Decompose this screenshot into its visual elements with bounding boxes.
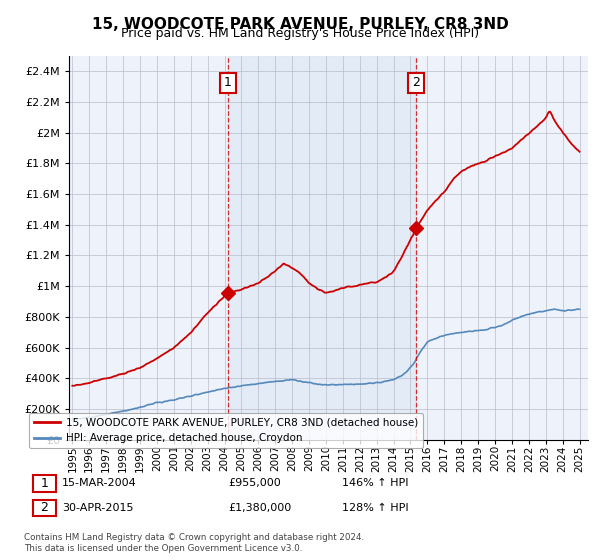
- Text: 15, WOODCOTE PARK AVENUE, PURLEY, CR8 3ND: 15, WOODCOTE PARK AVENUE, PURLEY, CR8 3N…: [92, 17, 508, 32]
- Bar: [228, 56, 416, 440]
- Text: 128% ↑ HPI: 128% ↑ HPI: [342, 503, 409, 513]
- Text: £955,000: £955,000: [228, 478, 281, 488]
- Text: 1: 1: [224, 76, 232, 90]
- Text: 30-APR-2015: 30-APR-2015: [62, 503, 133, 513]
- Text: Contains HM Land Registry data © Crown copyright and database right 2024.
This d: Contains HM Land Registry data © Crown c…: [24, 533, 364, 553]
- Text: 146% ↑ HPI: 146% ↑ HPI: [342, 478, 409, 488]
- Legend: 15, WOODCOTE PARK AVENUE, PURLEY, CR8 3ND (detached house), HPI: Average price, : 15, WOODCOTE PARK AVENUE, PURLEY, CR8 3N…: [29, 413, 423, 449]
- Text: Price paid vs. HM Land Registry's House Price Index (HPI): Price paid vs. HM Land Registry's House …: [121, 27, 479, 40]
- Text: £1,380,000: £1,380,000: [228, 503, 291, 513]
- Text: 1: 1: [40, 477, 49, 490]
- Text: 2: 2: [412, 76, 420, 90]
- Text: 2: 2: [40, 501, 49, 515]
- Text: 15-MAR-2004: 15-MAR-2004: [62, 478, 137, 488]
